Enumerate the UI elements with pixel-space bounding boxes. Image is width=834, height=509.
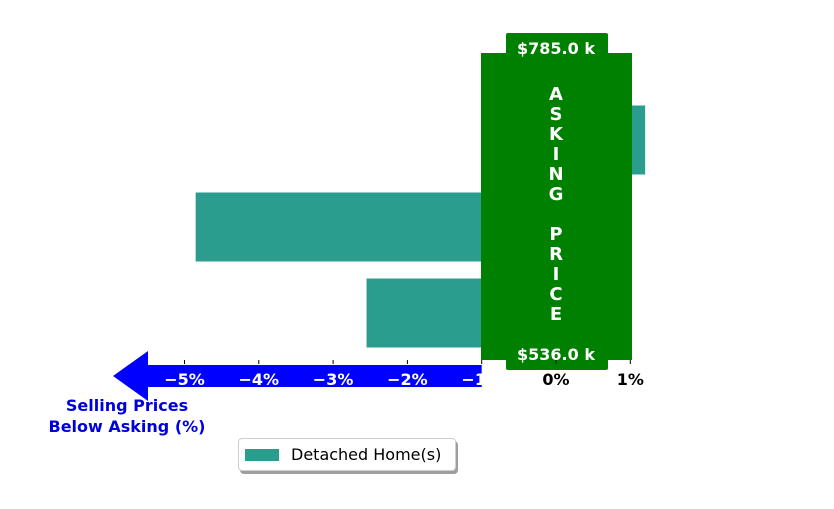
legend-swatch	[245, 448, 279, 461]
bottom-price-badge	[506, 341, 608, 370]
top-price-label: $785.0 k	[517, 39, 595, 58]
x-tick-label: −1%	[461, 370, 502, 389]
x-axis-ticks: −5% −4% −3% −2% −1% 0% 1%	[164, 360, 644, 389]
bottom-price-label: $536.0 k	[517, 345, 595, 364]
direction-arrow-layer	[113, 351, 482, 401]
x-tick-label: 1%	[617, 370, 644, 389]
x-tick-label: 0%	[542, 370, 569, 389]
x-tick-label: −5%	[164, 370, 205, 389]
legend: Detached Home(s)	[238, 438, 456, 471]
direction-arrow	[113, 351, 482, 401]
asking-price-box	[481, 53, 632, 360]
x-tick-label: −4%	[239, 370, 280, 389]
top-price-badge	[506, 33, 608, 61]
x-axis-label: Selling Prices Below Asking (%)	[49, 396, 206, 436]
x-tick-label: −3%	[313, 370, 354, 389]
legend-label: Detached Home(s)	[291, 445, 442, 464]
x-tick-label: −2%	[387, 370, 428, 389]
